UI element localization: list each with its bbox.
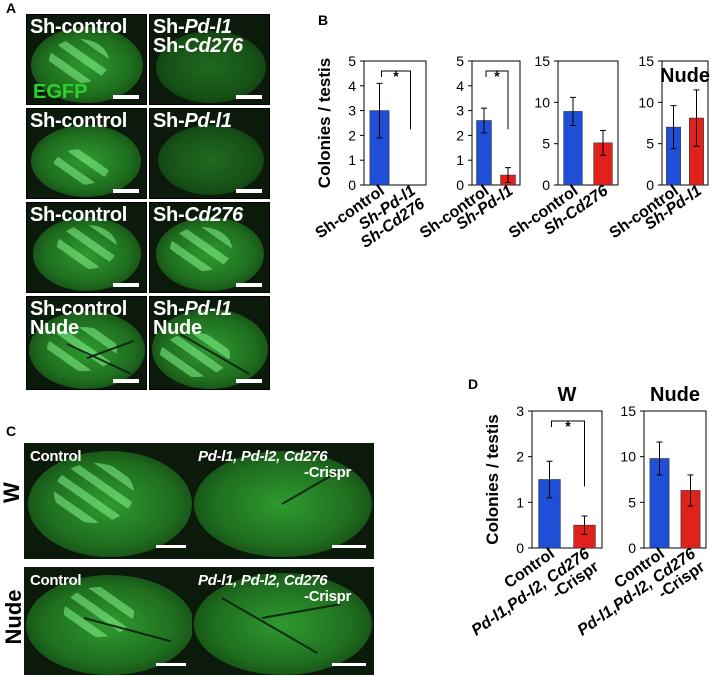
y-tick-label: 10 <box>620 449 636 465</box>
image-a-r3-left: Sh-control <box>26 202 147 293</box>
label-c-nude-crispr-2: -Crispr <box>304 588 352 605</box>
scale-bar <box>156 545 186 548</box>
panel-letter-b: B <box>318 12 329 28</box>
image-c-nude-crispr: Pd-l1, Pd-l2, Cd276 -Crispr <box>192 567 374 675</box>
image-a-r3-right: Sh-Cd276 <box>149 202 270 293</box>
y-tick-label: 0 <box>646 177 654 193</box>
panel-letter-d: D <box>468 376 479 392</box>
label-a-r4-left-2: Nude <box>30 317 79 339</box>
label-a-r3-right: Sh-Cd276 <box>153 204 243 226</box>
scale-bar <box>113 189 139 193</box>
scale-bar <box>332 545 366 548</box>
y-tick-label: 2 <box>516 449 524 465</box>
y-tick-label: 0 <box>348 177 356 193</box>
y-tick-label: 10 <box>534 94 550 110</box>
y-tick-label: 5 <box>456 53 464 69</box>
label-a-r3-left: Sh-control <box>30 204 127 226</box>
scale-bar <box>113 283 139 287</box>
significance-bracket <box>551 420 585 487</box>
y-axis-label: Colonies / testis <box>315 58 334 188</box>
label-c-w-crispr-2: -Crispr <box>304 464 352 481</box>
image-a-r4-right: Sh-Pd-l1 Nude <box>149 296 270 390</box>
y-tick-label: 1 <box>348 152 356 168</box>
label-a-r2-left: Sh-control <box>30 110 127 132</box>
chart-frame <box>531 410 603 549</box>
chart-frame <box>557 60 619 186</box>
image-c-w-control: Control <box>24 443 196 559</box>
image-a-r2-left: Sh-control <box>26 108 147 199</box>
significance-star: * <box>393 68 399 84</box>
chart-title: Nude <box>650 384 700 406</box>
chart-frame <box>643 410 707 549</box>
significance-star: * <box>494 68 500 84</box>
panel-letter-c: C <box>6 423 17 439</box>
y-tick-label: 1 <box>516 494 524 510</box>
y-tick-label: 5 <box>348 53 356 69</box>
label-c-nude-control: Control <box>30 572 82 589</box>
y-tick-label: 4 <box>348 78 356 94</box>
label-a-r4-right-1: Sh-Pd-l1 <box>153 298 232 320</box>
scale-bar <box>236 189 262 193</box>
y-tick-label: 1 <box>456 152 464 168</box>
y-tick-label: 2 <box>348 127 356 143</box>
y-tick-label: 15 <box>534 53 550 69</box>
scale-bar <box>332 663 366 666</box>
scale-bar <box>113 379 139 383</box>
y-axis-label: Colonies / testis <box>483 414 502 544</box>
label-a-r1-left: Sh-control <box>30 16 127 38</box>
chart-frame <box>471 60 521 186</box>
chart-title: Nude <box>660 65 710 87</box>
image-c-nude-control: Control <box>24 567 196 675</box>
y-tick-label: 0 <box>628 540 636 556</box>
category-label-1: Sh-Pd-l1Sh-Cd276 <box>349 182 428 251</box>
chart-frame <box>363 60 427 186</box>
image-a-r1-left: Sh-control EGFP <box>26 14 147 105</box>
y-tick-label: 15 <box>638 53 654 69</box>
y-tick-label: 5 <box>628 494 636 510</box>
y-tick-label: 4 <box>456 78 464 94</box>
image-a-r2-right: Sh-Pd-l1 <box>149 108 270 199</box>
y-tick-label: 5 <box>542 136 550 152</box>
y-tick-label: 2 <box>456 127 464 143</box>
y-tick-label: 3 <box>348 103 356 119</box>
label-c-w-control: Control <box>30 448 82 465</box>
scale-bar <box>236 379 262 383</box>
label-a-r2-right: Sh-Pd-l1 <box>153 110 232 132</box>
label-a-r4-left-1: Sh-control <box>30 298 127 320</box>
panel-letter-a: A <box>6 0 17 16</box>
y-tick-label: 5 <box>646 136 654 152</box>
y-tick-label: 3 <box>456 103 464 119</box>
scale-bar <box>236 283 262 287</box>
label-egfp: EGFP <box>33 81 88 103</box>
y-tick-label: 0 <box>456 177 464 193</box>
scale-bar <box>113 95 139 99</box>
image-a-r1-right: Sh-Pd-l1 Sh-Cd276 <box>149 14 270 105</box>
image-a-r4-left: Sh-control Nude <box>26 296 147 390</box>
label-a-r4-right-2: Nude <box>153 317 202 339</box>
scale-bar <box>156 663 186 666</box>
label-c-nude-crispr-1: Pd-l1, Pd-l2, Cd276 <box>198 572 328 589</box>
scale-bar <box>236 95 262 99</box>
label-c-w-crispr-1: Pd-l1, Pd-l2, Cd276 <box>198 448 328 465</box>
y-tick-label: 0 <box>516 540 524 556</box>
y-tick-label: 3 <box>516 403 524 419</box>
label-a-r1-right-1: Sh-Pd-l1 <box>153 16 232 38</box>
significance-bracket <box>485 70 509 130</box>
image-c-w-crispr: Pd-l1, Pd-l2, Cd276 -Crispr <box>192 443 374 559</box>
y-tick-label: 0 <box>542 177 550 193</box>
chart-title: W <box>558 384 577 406</box>
significance-bracket <box>381 70 411 130</box>
y-tick-label: 10 <box>638 94 654 110</box>
y-tick-label: 15 <box>620 403 636 419</box>
significance-star: * <box>565 418 571 434</box>
label-a-r1-right-2: Sh-Cd276 <box>153 35 243 57</box>
chart-frame <box>661 60 709 186</box>
